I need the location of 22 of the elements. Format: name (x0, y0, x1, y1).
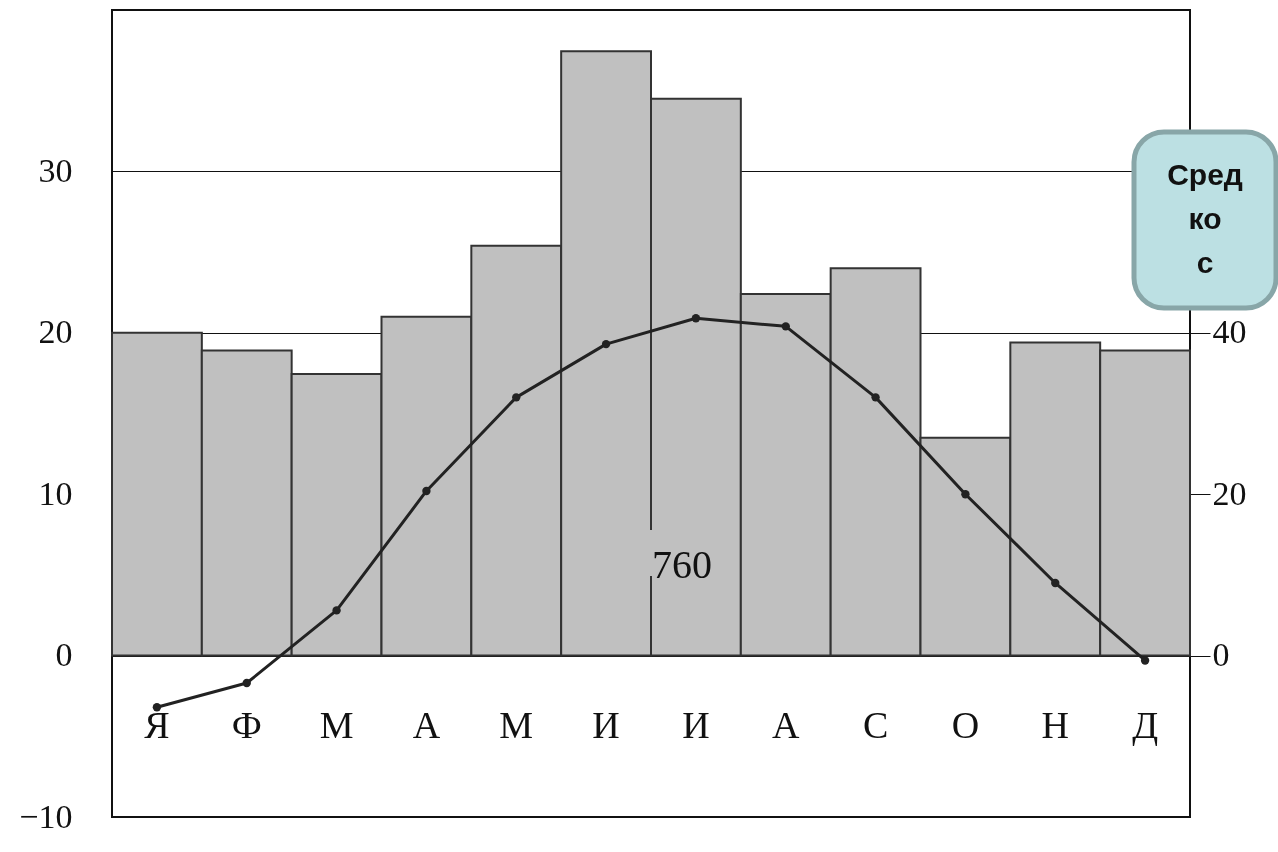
x-tick-label: А (412, 703, 441, 746)
x-tick-label: Я (144, 703, 170, 746)
y-tick-label: 20 (38, 313, 73, 351)
annotation: Сред ко с (1167, 158, 1243, 279)
y2-tick-label: 0 (1212, 636, 1230, 674)
x-tick-label: С (862, 703, 889, 746)
x-tick-label: И (592, 703, 620, 746)
x-tick-label: О (951, 703, 980, 746)
x-tick-label: И (682, 703, 710, 746)
y-tick-label: 10 (38, 474, 73, 512)
y-tick-label: 30 (38, 151, 73, 189)
y2-tick-label: 40 (1212, 313, 1247, 351)
x-tick-label: М (319, 703, 354, 746)
x-tick-label: Д (1132, 703, 1159, 746)
y2-tick-label: 20 (1212, 474, 1247, 512)
x-tick-label: А (772, 703, 801, 746)
x-tick-label: Ф (231, 703, 262, 746)
x-tick-label: М (499, 703, 534, 746)
annotation: 760 (652, 542, 712, 587)
y-tick-label: −10 (19, 797, 73, 835)
y-tick-label: 0 (55, 636, 73, 674)
x-tick-label: Н (1041, 703, 1069, 746)
